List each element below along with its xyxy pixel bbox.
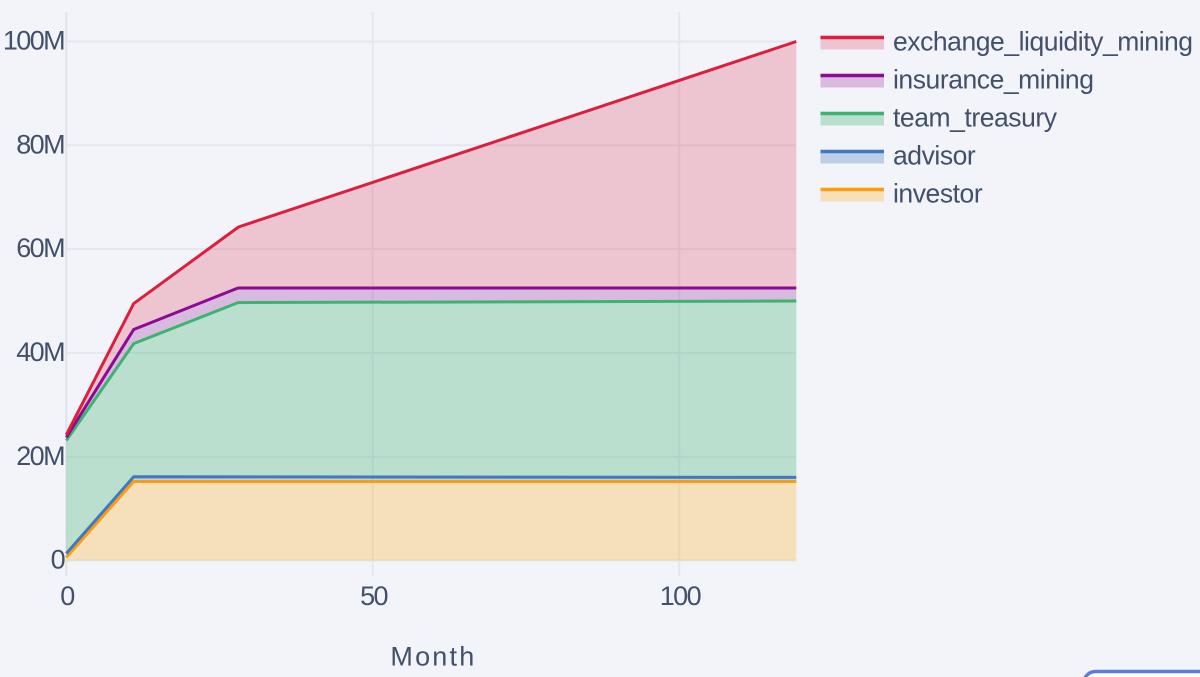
svg-text:80M: 80M xyxy=(16,129,64,159)
svg-text:40M: 40M xyxy=(16,337,64,367)
svg-text:60M: 60M xyxy=(16,233,64,263)
svg-text:0: 0 xyxy=(60,581,74,611)
svg-text:investor: investor xyxy=(893,179,983,209)
svg-text:advisor: advisor xyxy=(893,141,976,171)
svg-text:50: 50 xyxy=(360,581,387,611)
svg-text:Month: Month xyxy=(390,642,476,672)
svg-text:100M: 100M xyxy=(3,26,64,56)
svg-text:20M: 20M xyxy=(16,441,64,471)
svg-text:insurance_mining: insurance_mining xyxy=(893,65,1094,95)
svg-text:0: 0 xyxy=(51,545,65,575)
svg-text:exchange_liquidity_mining: exchange_liquidity_mining xyxy=(893,27,1193,57)
svg-text:team_treasury: team_treasury xyxy=(893,103,1058,133)
svg-text:100: 100 xyxy=(660,581,701,611)
